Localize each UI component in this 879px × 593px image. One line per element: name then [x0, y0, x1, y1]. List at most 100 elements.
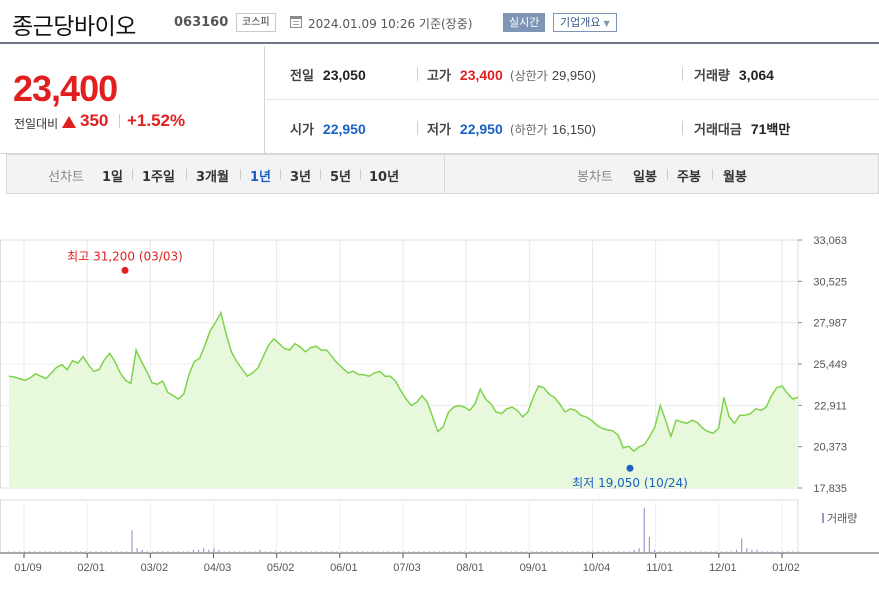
- volume-bar: [735, 549, 738, 553]
- volume-bar: [751, 549, 753, 553]
- divider: [320, 169, 321, 180]
- divider: [682, 67, 683, 81]
- stat-value: 23,400: [459, 67, 503, 83]
- price-panel: 23,400 전일대비 350 +1.52% 전일 23,050 고가 23,400…: [0, 46, 879, 154]
- stock-code: 063160: [174, 15, 229, 30]
- volume-bar: [638, 548, 640, 553]
- stat-value: 71: [750, 121, 767, 137]
- stat-label: 거래대금: [694, 123, 742, 138]
- volume-bar: [95, 551, 97, 553]
- volume-bar: [633, 549, 635, 553]
- volume-bar: [792, 551, 794, 553]
- volume-bar: [249, 551, 251, 553]
- volume-bar: [510, 551, 512, 553]
- volume-bar: [710, 551, 712, 553]
- volume-bar: [449, 551, 451, 553]
- tab-1d[interactable]: 1일: [102, 170, 124, 185]
- volume-bar: [505, 551, 507, 553]
- y-tick-label: 25,449: [813, 359, 847, 371]
- volume-legend-label: 거래량: [827, 512, 857, 525]
- divider: [712, 169, 713, 180]
- high-marker: [121, 266, 129, 274]
- volume-bar: [659, 551, 661, 553]
- volume-bar: [587, 551, 589, 553]
- volume-bar: [530, 551, 533, 553]
- volume-bar: [13, 551, 15, 553]
- tab-3m[interactable]: 3개월: [196, 170, 229, 185]
- volume-bar: [238, 551, 241, 553]
- tab-daily[interactable]: 일봉: [633, 170, 657, 185]
- tab-1y[interactable]: 1년: [250, 170, 272, 185]
- high-label: 최고 31,200 (03/03): [67, 249, 183, 263]
- volume-bar: [136, 548, 138, 553]
- volume-bar: [167, 551, 169, 553]
- volume-bar: [18, 551, 20, 553]
- volume-bar: [408, 551, 410, 553]
- volume-bar: [279, 551, 282, 553]
- volume-bar: [443, 551, 446, 553]
- volume-bar: [500, 551, 502, 553]
- volume-bar: [346, 551, 348, 553]
- volume-bar: [85, 551, 87, 553]
- tab-3y[interactable]: 3년: [290, 170, 312, 185]
- change-label: 전일대비: [14, 117, 59, 131]
- volume-bar: [561, 551, 563, 553]
- volume-bar: [438, 551, 440, 553]
- volume-bar: [208, 549, 210, 553]
- volume-bar: [223, 551, 225, 553]
- x-tick-label: 04/03: [204, 562, 232, 574]
- volume-bar: [679, 551, 681, 553]
- volume-bar: [69, 551, 72, 553]
- current-price: 23,400: [13, 68, 118, 109]
- tab-weekly[interactable]: 주봉: [677, 170, 701, 185]
- volume-bar: [367, 551, 369, 553]
- volume-bar: [300, 551, 302, 553]
- volume-bar: [295, 551, 297, 553]
- volume-bar: [54, 551, 56, 553]
- volume-bar: [213, 548, 215, 553]
- stat-label: 고가: [427, 69, 451, 84]
- volume-bar: [315, 551, 318, 553]
- volume-bar: [520, 551, 522, 553]
- y-tick-label: 17,835: [813, 483, 847, 495]
- x-tick-label: 02/01: [77, 562, 105, 574]
- volume-bar: [264, 551, 266, 553]
- y-tick-label: 22,911: [814, 400, 847, 412]
- volume-bar: [674, 551, 676, 553]
- volume-bar: [741, 538, 743, 553]
- volume-bar: [746, 548, 748, 553]
- divider: [280, 169, 281, 180]
- volume-legend-swatch: [822, 513, 824, 523]
- volume-bar: [643, 508, 645, 553]
- row-divider: [266, 99, 879, 100]
- volume-bar: [228, 551, 230, 553]
- volume-bar: [551, 551, 553, 553]
- realtime-button[interactable]: 실시간: [503, 13, 546, 32]
- volume-bar: [259, 549, 261, 553]
- price-chart[interactable]: 거래량 33,063 30,525 27,987 25,449 22,911 20,373…: [0, 200, 879, 593]
- divider: [132, 169, 133, 180]
- volume-bar: [244, 551, 246, 553]
- volume-bar: [628, 551, 630, 553]
- company-overview-button[interactable]: 기업개요 ▼: [553, 13, 617, 32]
- stat-label: 거래량: [694, 69, 730, 84]
- volume-bar: [49, 551, 51, 553]
- tab-10y[interactable]: 10년: [369, 170, 400, 185]
- tab-1w[interactable]: 1주일: [142, 170, 175, 185]
- volume-bar: [331, 551, 333, 553]
- volume-bar: [182, 551, 184, 553]
- volume-bar: [694, 551, 697, 553]
- x-tick-label: 05/02: [267, 562, 295, 574]
- divider: [682, 121, 683, 135]
- volume-bar: [525, 551, 528, 553]
- tab-monthly[interactable]: 월봉: [723, 170, 747, 185]
- y-tick-label: 27,987: [813, 318, 847, 330]
- volume-bar: [787, 551, 789, 553]
- volume-bar: [115, 551, 118, 553]
- volume-bar: [177, 551, 179, 553]
- divider: [240, 169, 241, 180]
- stock-name: 종근당바이오: [12, 14, 136, 40]
- volume-bar: [172, 551, 174, 553]
- volume-bar: [546, 551, 548, 553]
- tab-5y[interactable]: 5년: [330, 170, 352, 185]
